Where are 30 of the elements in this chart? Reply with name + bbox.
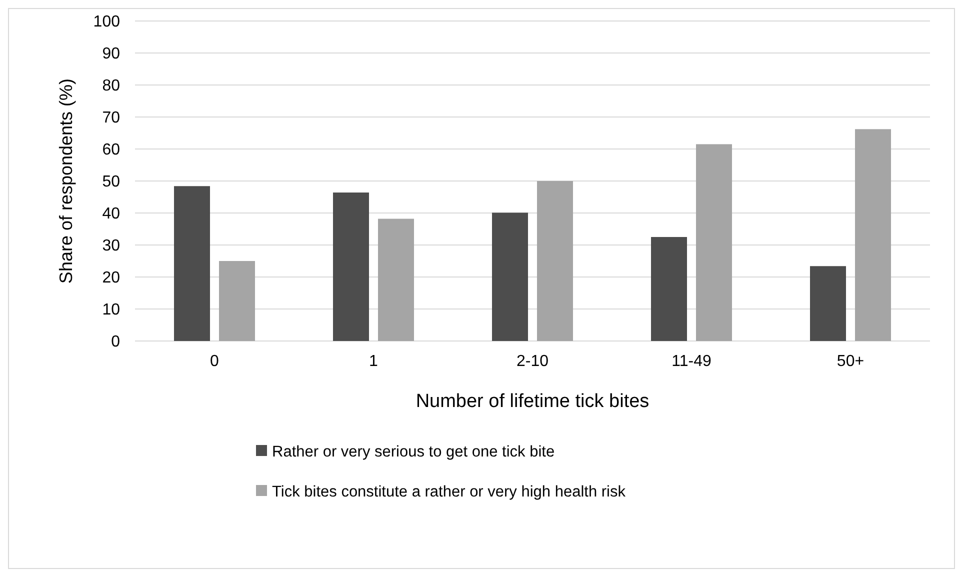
bar xyxy=(333,192,369,341)
y-axis-title: Share of respondents (%) xyxy=(56,78,76,284)
x-tick-label: 2-10 xyxy=(516,353,549,370)
legend-label: Tick bites constitute a rather or very high health risk xyxy=(272,483,626,500)
y-tick-label: 0 xyxy=(111,334,120,351)
x-tick-label: 1 xyxy=(369,353,378,370)
x-axis-title: Number of lifetime tick bites xyxy=(416,391,650,412)
x-tick-label: 0 xyxy=(210,353,220,370)
bar xyxy=(174,186,210,341)
bar xyxy=(219,261,255,341)
bar xyxy=(378,218,414,341)
y-tick-label: 70 xyxy=(102,110,120,127)
y-tick-label: 80 xyxy=(102,78,120,95)
x-tick-label: 50+ xyxy=(836,353,864,370)
bar xyxy=(537,181,573,341)
bar xyxy=(855,129,891,341)
y-tick-label: 10 xyxy=(102,302,120,319)
bar xyxy=(492,212,528,341)
y-tick-label: 40 xyxy=(102,206,120,223)
legend-label: Rather or very serious to get one tick bite xyxy=(272,443,555,460)
x-tick-label: 11-49 xyxy=(672,353,712,370)
y-tick-label: 60 xyxy=(102,142,120,159)
bar xyxy=(696,144,732,341)
bar xyxy=(810,266,846,341)
y-tick-label: 50 xyxy=(102,174,120,191)
y-tick-label: 100 xyxy=(93,14,120,31)
y-tick-label: 30 xyxy=(102,238,120,255)
y-tick-label: 90 xyxy=(102,46,120,63)
y-tick-label: 20 xyxy=(102,270,120,287)
bar xyxy=(651,237,687,341)
